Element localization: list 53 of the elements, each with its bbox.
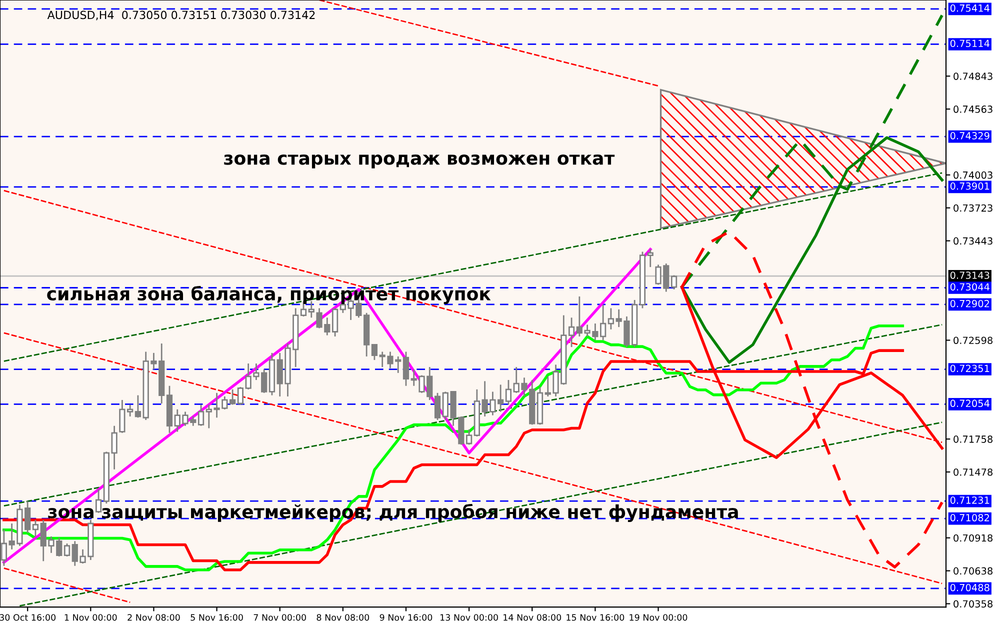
- x-tick-label: 19 Nov 00:00: [630, 614, 688, 621]
- x-tick-label: 1 Nov 00:00: [64, 614, 117, 621]
- candlestick: [670, 274, 678, 290]
- candlestick: [608, 308, 614, 330]
- x-tick-label: 5 Nov 16:00: [190, 614, 243, 621]
- candlestick: [402, 351, 410, 387]
- ref-line-label: 0.71082: [950, 514, 990, 522]
- candlestick: [466, 428, 472, 446]
- ref-line-label: 0.72351: [950, 364, 990, 372]
- x-tick-label: 13 Nov 00:00: [440, 614, 498, 621]
- candlestick: [32, 519, 39, 538]
- candlestick: [230, 388, 236, 406]
- y-tick-label: 0.74003: [954, 171, 992, 179]
- ref-line-label: 0.75414: [950, 4, 990, 12]
- ref-line-label: 0.74329: [950, 132, 990, 140]
- y-tick-label: 0.72598: [954, 336, 992, 344]
- x-tick-label: 8 Nov 08:00: [316, 614, 370, 621]
- candlestick: [568, 316, 575, 348]
- annotation: зона старых продаж возможен откат: [224, 154, 615, 168]
- candlestick: [647, 248, 654, 268]
- candlestick: [0, 528, 7, 567]
- ref-line-label: 0.73143: [950, 272, 990, 279]
- ref-line-label: 0.72902: [950, 300, 990, 308]
- candlestick: [134, 394, 142, 418]
- ref-line-label: 0.73901: [950, 182, 990, 190]
- candlestick: [505, 379, 512, 406]
- y-tick-label: 0.70918: [954, 534, 992, 542]
- x-tick-label: 15 Nov 16:00: [566, 614, 624, 621]
- ref-line-label: 0.73044: [950, 283, 990, 291]
- ref-line-label: 0.75114: [950, 40, 990, 48]
- ref-line-label: 0.70488: [950, 584, 990, 592]
- y-tick-label: 0.74843: [954, 72, 992, 80]
- candlestick: [434, 392, 441, 421]
- y-tick-label: 0.71758: [954, 436, 992, 443]
- x-tick-label: 14 Nov 08:00: [504, 614, 562, 621]
- y-tick-label: 0.73723: [954, 204, 992, 212]
- y-tick-label: 0.74563: [954, 106, 992, 113]
- x-tick-label: 30 Oct 16:00: [0, 614, 56, 621]
- y-tick-label: 0.71478: [954, 468, 992, 476]
- candlestick: [198, 404, 204, 427]
- candlestick: [371, 344, 378, 361]
- x-tick-label: 2 Nov 08:00: [128, 614, 180, 621]
- x-tick-label: 7 Nov 00:00: [254, 614, 306, 621]
- candlestick: [332, 308, 338, 338]
- y-tick-label: 0.73443: [954, 237, 992, 245]
- y-tick-label: 0.70638: [954, 567, 992, 575]
- ref-line-label: 0.71231: [950, 496, 990, 504]
- ref-line-label: 0.72054: [950, 400, 990, 408]
- x-tick-label: 9 Nov 16:00: [380, 614, 432, 621]
- candlestick: [64, 542, 70, 558]
- y-tick-label: 0.70358: [954, 600, 992, 608]
- candlestick: [237, 386, 244, 406]
- text: AUDUSD,H4 0.73050 0.73151 0.73030 0.73142: [47, 10, 315, 20]
